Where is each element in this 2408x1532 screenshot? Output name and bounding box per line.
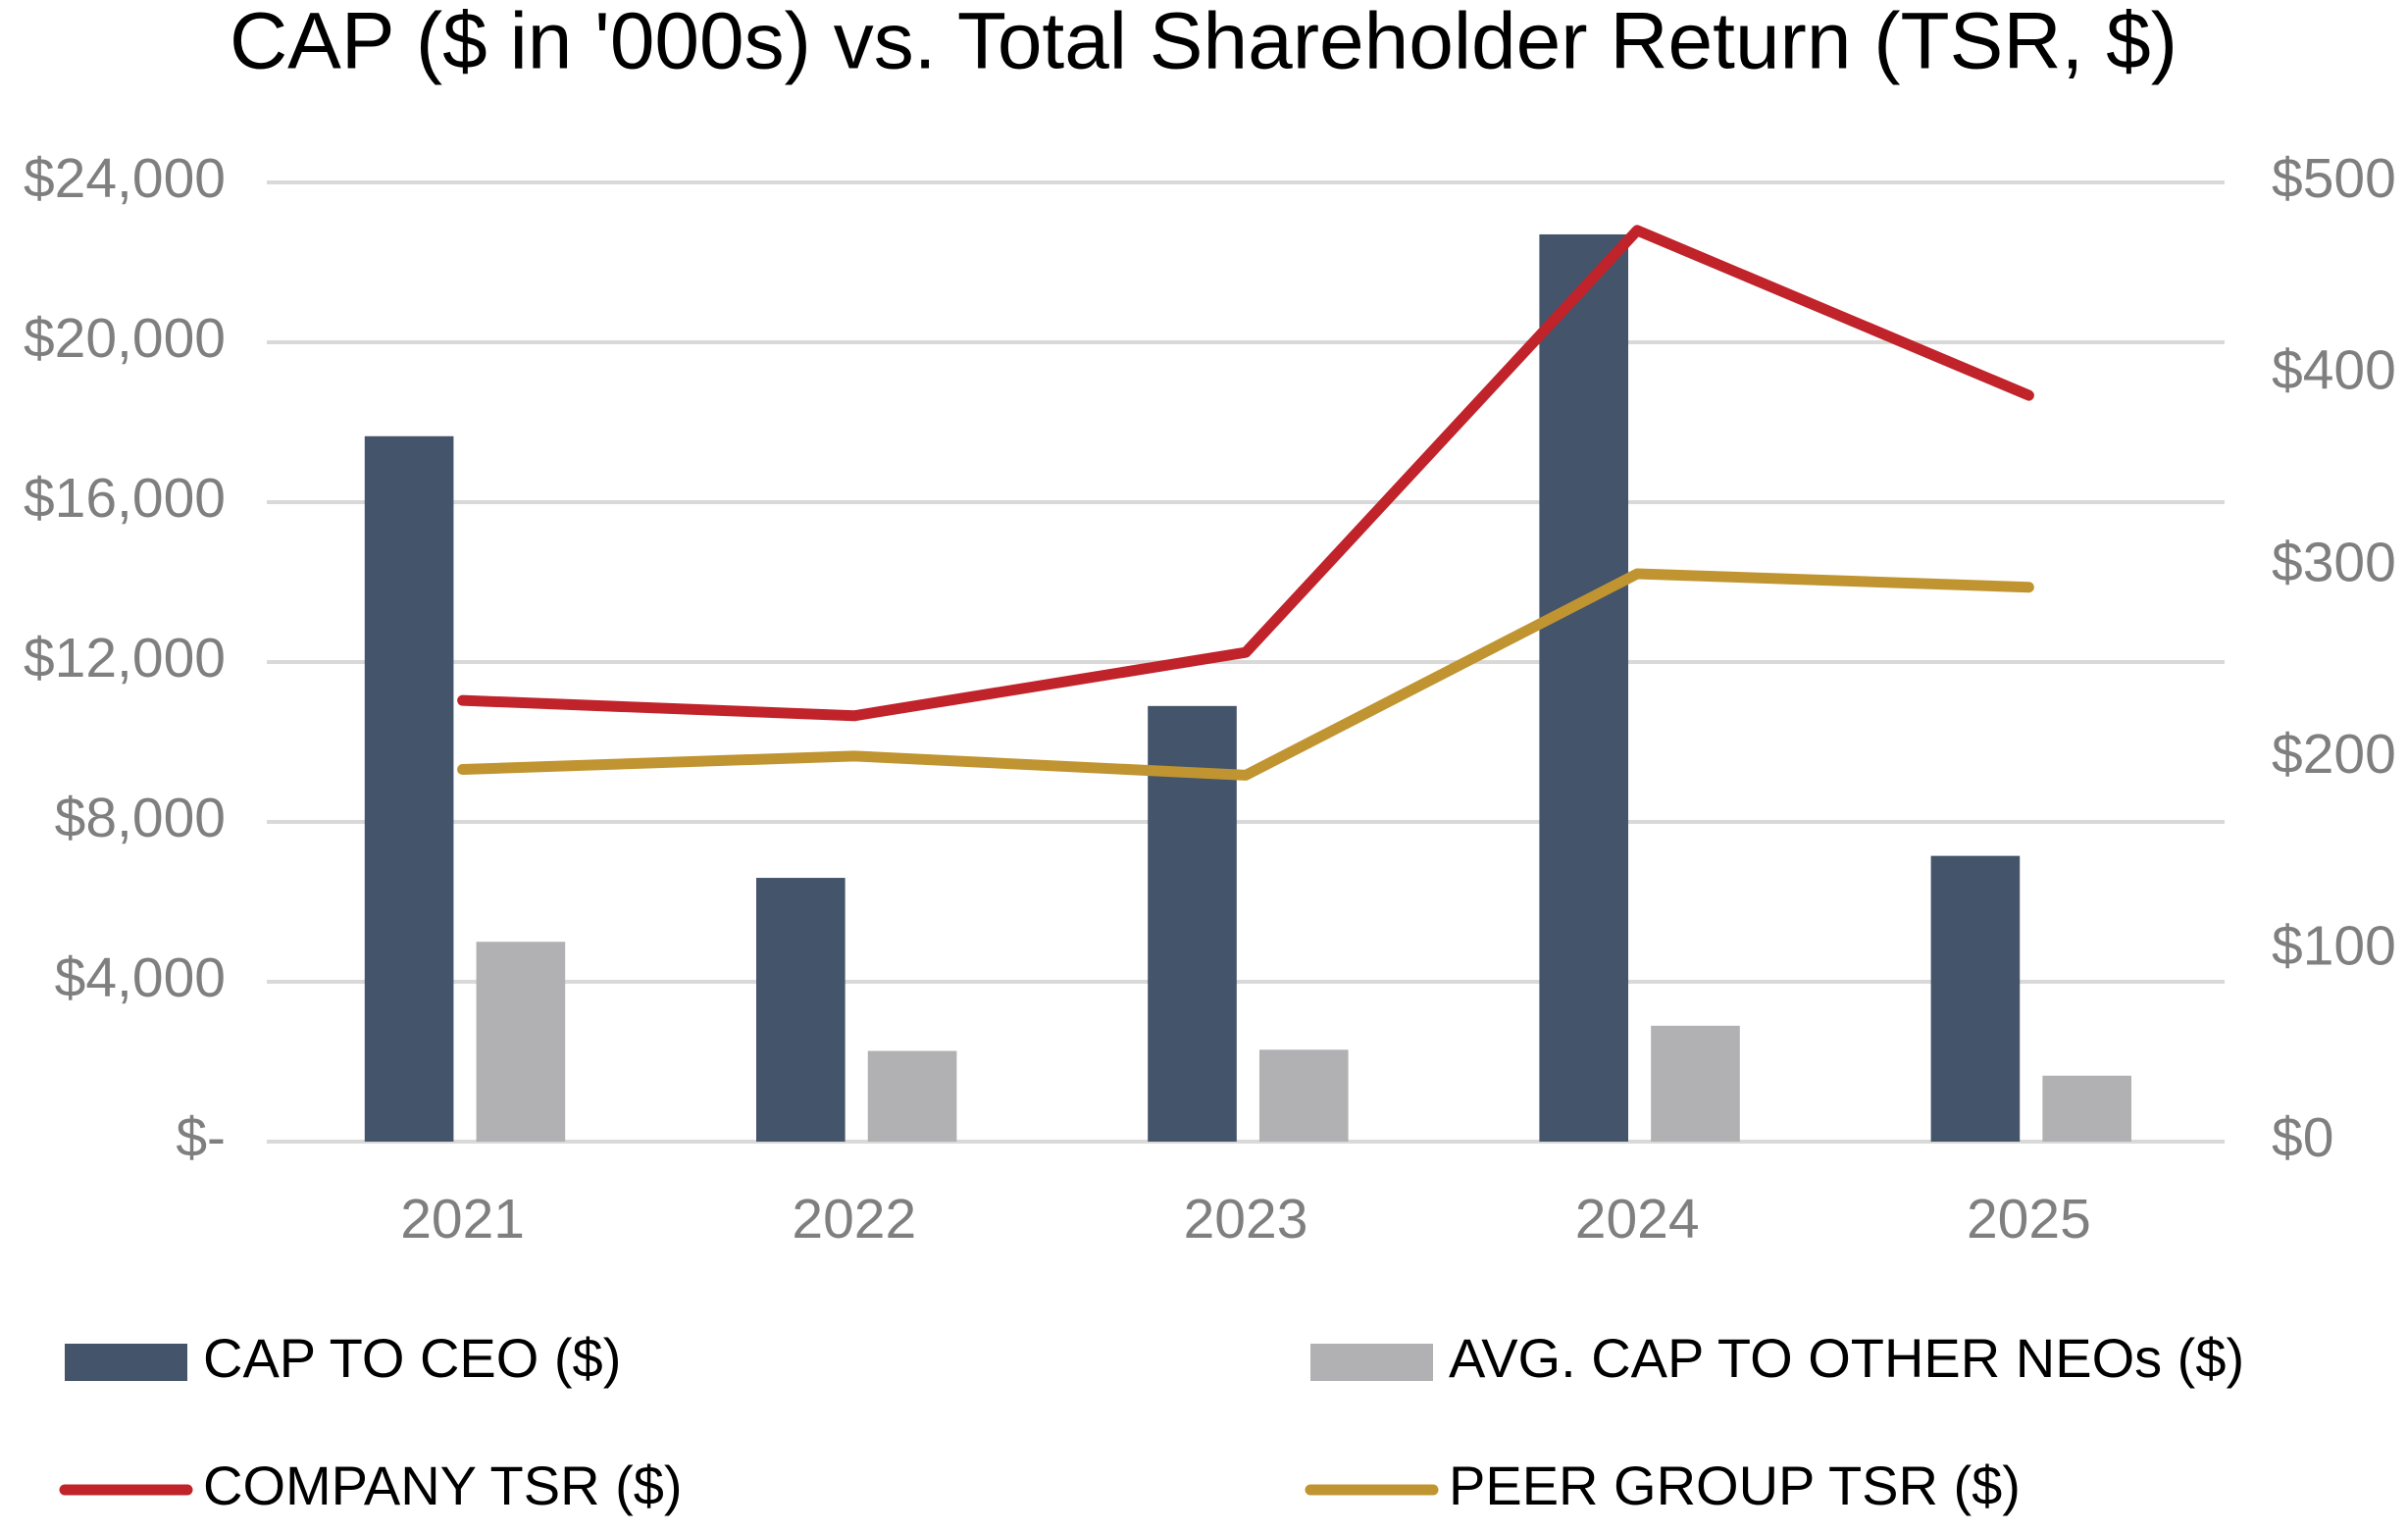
y2-tick-label: $200 — [2272, 723, 2396, 786]
legend-swatch — [65, 1344, 187, 1381]
y-tick-label: $12,000 — [24, 627, 226, 689]
x-tick-label: 2024 — [1575, 1188, 1700, 1251]
bar — [1651, 1025, 1740, 1142]
y2-tick-label: $100 — [2272, 914, 2396, 977]
chart-title: CAP ($ in '000s) vs. Total Shareholder R… — [230, 0, 2177, 86]
y-tick-label: $8,000 — [55, 787, 226, 849]
y-tick-label: $20,000 — [24, 307, 226, 370]
bar — [1258, 1049, 1349, 1142]
y2-tick-label: $0 — [2272, 1106, 2333, 1169]
x-tick-label: 2022 — [792, 1188, 916, 1251]
line — [457, 225, 2034, 722]
x-tick-label: 2023 — [1184, 1188, 1308, 1251]
x-tick-label: 2025 — [1967, 1188, 2091, 1251]
bar — [756, 878, 845, 1142]
line — [457, 568, 2034, 781]
legend-label: AVG. CAP TO OTHER NEOs ($) — [1449, 1327, 2244, 1389]
bar — [1539, 233, 1629, 1143]
bar — [867, 1050, 957, 1142]
legend-swatch — [1310, 1344, 1433, 1381]
y2-tick-label: $400 — [2272, 339, 2396, 402]
y-tick-label: $4,000 — [55, 946, 226, 1009]
bar — [2042, 1075, 2131, 1142]
bar — [476, 942, 566, 1142]
legend-label: CAP TO CEO ($) — [203, 1327, 621, 1389]
legend-label: PEER GROUP TSR ($) — [1449, 1455, 2021, 1516]
bar — [364, 435, 454, 1142]
y2-tick-label: $300 — [2272, 531, 2396, 593]
legend-label: COMPANY TSR ($) — [203, 1455, 683, 1516]
y-tick-label: $- — [176, 1106, 226, 1169]
y-tick-label: $24,000 — [24, 147, 226, 210]
x-tick-label: 2021 — [400, 1188, 525, 1251]
y-tick-label: $16,000 — [24, 467, 226, 530]
bar — [1930, 855, 2021, 1142]
y2-tick-label: $500 — [2272, 147, 2396, 210]
